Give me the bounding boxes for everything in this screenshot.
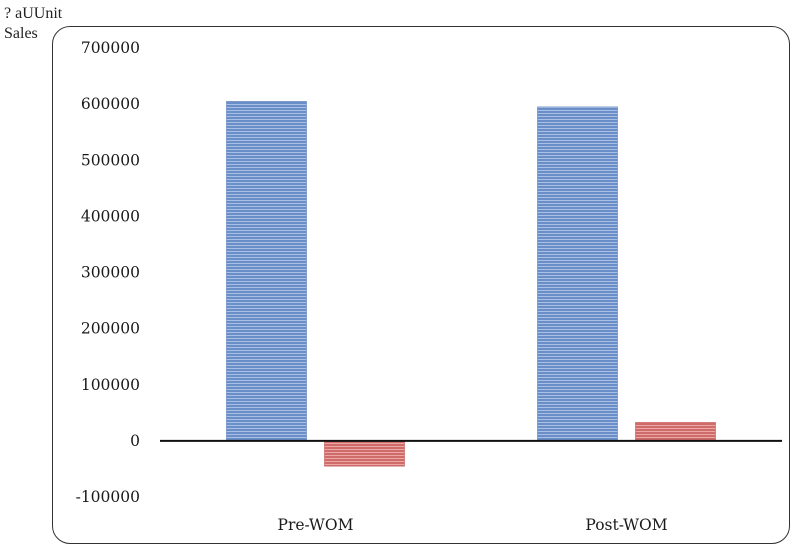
bar-2-post-wom [635, 422, 716, 442]
y-axis-label: ? aUUnit Sales [4, 4, 62, 44]
x-axis-categories: Pre-WOM Post-WOM [278, 516, 668, 534]
x-category-label: Post-WOM [585, 516, 667, 534]
y-tick-label: 500000 [81, 151, 140, 169]
y-tick-label: 600000 [81, 95, 140, 113]
y-tick-label: 100000 [81, 376, 140, 394]
y-axis-label-line-2: Sales [4, 25, 38, 42]
x-category-label: Pre-WOM [278, 516, 354, 534]
bar-2-pre-wom [324, 440, 405, 467]
y-tick-label: 200000 [81, 320, 140, 338]
bar-1-pre-wom [226, 101, 307, 442]
y-axis-ticks: 700000 600000 500000 400000 300000 200000 1000… [76, 39, 140, 506]
bar-1-post-wom [537, 106, 618, 442]
y-tick-label: 400000 [81, 207, 140, 225]
y-axis-label-line-1: ? aUUnit [4, 5, 63, 22]
y-tick-label: 700000 [81, 39, 140, 57]
chart-frame [52, 26, 790, 544]
y-tick-label: 0 [130, 432, 140, 450]
bars [226, 101, 716, 467]
y-tick-label: -100000 [76, 488, 140, 506]
y-tick-label: 300000 [81, 264, 140, 282]
